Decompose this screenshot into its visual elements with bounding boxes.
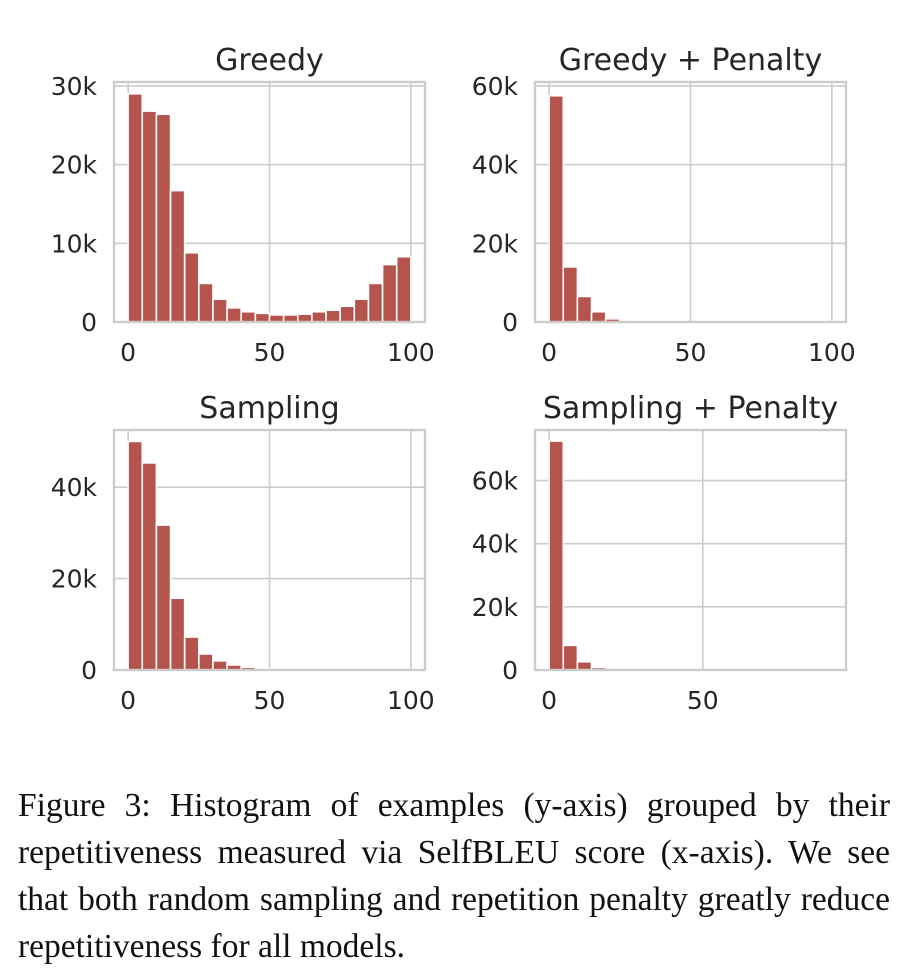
y-tick-label: 0	[81, 308, 97, 337]
chart-panel-2: Greedy + Penalty 0 50 100 0 20k 40k 60k	[472, 43, 856, 367]
y-tick-label: 20k	[472, 593, 519, 622]
histogram-bar	[212, 298, 228, 323]
histogram-bar	[353, 298, 370, 323]
histogram-bar	[395, 255, 412, 323]
x-tick-label: 50	[675, 338, 707, 367]
histogram-bar	[562, 266, 579, 323]
histogram-bar	[325, 309, 341, 323]
panel-title: Sampling	[199, 391, 339, 426]
histogram-bar	[183, 636, 200, 671]
y-tick-label: 0	[502, 656, 518, 685]
histogram-bar	[548, 94, 565, 323]
x-tick-label: 100	[808, 338, 856, 367]
histogram-figure: Greedy 0 50 100 0 10k 20k 30k Greedy + Penalty 0 5…	[51, 43, 856, 715]
plot-frame	[112, 428, 427, 672]
histogram-bar	[127, 93, 144, 323]
y-tick-label: 20k	[472, 229, 519, 258]
x-tick-label: 100	[387, 338, 435, 367]
histogram-bar	[254, 312, 271, 323]
y-tick-label: 30k	[51, 72, 98, 101]
histogram-bar	[155, 524, 172, 671]
histogram-bar	[198, 653, 214, 671]
y-tick-label: 60k	[472, 467, 519, 496]
plot-frame	[533, 80, 848, 324]
plot-frame	[533, 428, 848, 672]
y-tick-label: 40k	[51, 473, 98, 502]
y-tick-label: 40k	[472, 151, 519, 180]
plot-frame	[112, 80, 427, 324]
histogram-bar	[212, 660, 228, 671]
panel-title: Greedy + Penalty	[559, 43, 823, 78]
histogram-bar	[339, 305, 356, 323]
histogram-bar	[548, 440, 565, 671]
y-tick-label: 0	[502, 308, 518, 337]
histogram-bar	[183, 251, 200, 323]
histogram-bar	[562, 644, 579, 671]
histogram-bar	[141, 110, 158, 323]
histogram-bar	[141, 462, 158, 671]
chart-panel-3: Sampling 0 50 100 0 20k 40k	[51, 391, 435, 715]
x-tick-label: 50	[254, 686, 286, 715]
histogram-bar	[169, 597, 186, 671]
histogram-bar	[590, 310, 607, 323]
histogram-bar	[367, 282, 384, 323]
chart-panel-1: Greedy 0 50 100 0 10k 20k 30k	[51, 43, 435, 367]
histogram-bar	[576, 295, 593, 323]
y-tick-label: 0	[81, 656, 97, 685]
histogram-bar	[226, 307, 243, 323]
histogram-bar	[169, 189, 186, 323]
y-tick-label: 60k	[472, 72, 519, 101]
y-tick-label: 20k	[51, 565, 98, 594]
x-tick-label: 50	[687, 686, 719, 715]
y-tick-label: 10k	[51, 229, 98, 258]
histogram-bar	[576, 660, 593, 671]
x-tick-label: 0	[120, 686, 136, 715]
x-tick-label: 0	[541, 686, 557, 715]
y-tick-label: 20k	[51, 151, 98, 180]
y-tick-label: 40k	[472, 530, 519, 559]
panel-title: Sampling + Penalty	[543, 391, 838, 426]
histogram-bar	[155, 113, 172, 323]
histogram-bar	[240, 310, 257, 323]
histogram-bar	[198, 282, 214, 323]
x-tick-label: 0	[541, 338, 557, 367]
histogram-bar	[127, 440, 144, 671]
histogram-bar	[381, 263, 398, 323]
figure-caption: Figure 3: Histogram of examples (y-axis)…	[18, 787, 890, 965]
histogram-bar	[311, 310, 327, 323]
chart-panel-4: Sampling + Penalty 0 50 0 20k 40k 60k	[472, 391, 848, 715]
x-tick-label: 0	[120, 338, 136, 367]
panel-title: Greedy	[215, 43, 324, 78]
x-tick-label: 50	[254, 338, 286, 367]
x-tick-label: 100	[387, 686, 435, 715]
